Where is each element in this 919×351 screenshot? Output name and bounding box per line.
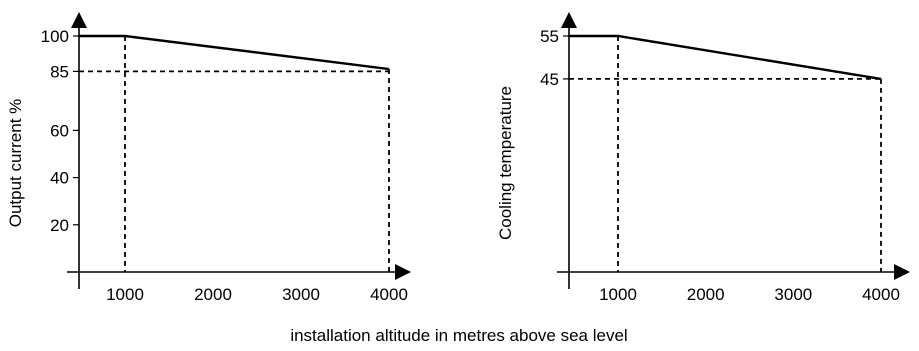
x-tick-label: 3000 <box>774 285 812 304</box>
x-tick-label: 2000 <box>194 285 232 304</box>
y-axis-label: Output current % <box>6 99 25 228</box>
x-tick-label: 2000 <box>687 285 725 304</box>
y-tick-label: 20 <box>50 216 69 235</box>
y-tick-label: 60 <box>50 121 69 140</box>
y-tick-label: 55 <box>540 27 559 46</box>
series-line <box>79 34 390 71</box>
x-axis-caption: installation altitude in metres above se… <box>290 326 627 345</box>
output-current-chart: 20 40 60 85 100 1000 2000 3000 4000 Output curren… <box>6 12 411 304</box>
x-tick-label: 4000 <box>862 285 900 304</box>
cooling-temperature-chart: 45 55 1000 2000 3000 4000 Cooling temperature <box>496 12 910 304</box>
x-tick-label: 1000 <box>106 285 144 304</box>
y-tick-label: 85 <box>50 62 69 81</box>
y-axis-label: Cooling temperature <box>496 86 515 240</box>
y-tick-label: 100 <box>41 27 69 46</box>
series-line <box>569 34 882 81</box>
y-tick-label: 40 <box>50 169 69 188</box>
x-tick-label: 1000 <box>599 285 637 304</box>
x-tick-label: 4000 <box>370 285 408 304</box>
y-tick-label: 45 <box>540 70 559 89</box>
x-tick-label: 3000 <box>282 285 320 304</box>
